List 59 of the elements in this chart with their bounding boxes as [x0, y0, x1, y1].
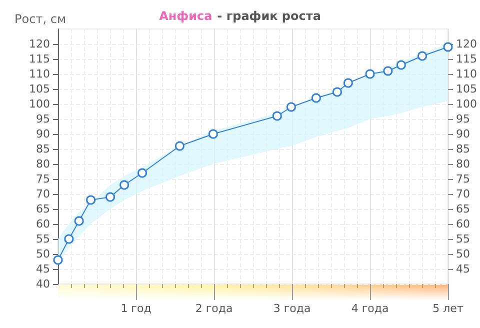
y-tick-label: 40: [36, 278, 50, 290]
point: [396, 60, 406, 70]
y2-tick-label: 65: [456, 202, 470, 216]
point: [286, 102, 296, 112]
y2-tick-label: 45: [456, 262, 470, 276]
y-tick-label: 120: [29, 38, 50, 50]
y-tick-label: 60: [36, 218, 50, 230]
point: [365, 69, 375, 79]
y-tick-label: 50: [36, 248, 50, 260]
y-axis-title: Рост, см: [14, 12, 66, 26]
y2-tick-label: 70: [456, 188, 470, 200]
x-tick-label: 1 год: [120, 302, 152, 315]
point: [53, 255, 63, 265]
x-tick-label: 4 года: [351, 302, 389, 315]
y-tick-label: 105: [29, 82, 50, 96]
y2-tick-label: 80: [456, 158, 470, 170]
point: [174, 141, 184, 151]
y-tick-label: 95: [36, 112, 50, 126]
y2-tick-label: 105: [456, 82, 477, 96]
y2-tick-label: 85: [456, 142, 470, 156]
y2-tick-label: 50: [456, 248, 470, 260]
y-tick-label: 65: [36, 202, 50, 216]
y2-tick-label: 100: [456, 98, 477, 110]
y-tick-label: 90: [36, 128, 50, 140]
x-tick-label: 3 года: [273, 302, 311, 315]
y2-tick-label: 95: [456, 112, 470, 126]
point: [138, 168, 147, 178]
y-tick-label: 85: [36, 142, 50, 156]
point: [418, 51, 428, 61]
point: [332, 87, 342, 97]
y-tick-label: 70: [36, 188, 50, 200]
point: [311, 93, 321, 103]
y2-tick-label: 110: [456, 68, 477, 80]
y-tick-label: 80: [36, 158, 50, 170]
point: [343, 78, 353, 88]
y-tick-label: 55: [36, 232, 50, 246]
y2-tick-label: 120: [456, 38, 477, 50]
point: [272, 111, 282, 121]
y2-tick-label: 60: [456, 218, 470, 230]
point: [443, 42, 453, 52]
y-tick-label: 100: [29, 98, 50, 110]
point: [383, 66, 393, 76]
y-tick-label: 115: [29, 52, 50, 66]
y-tick-label: 75: [36, 172, 50, 186]
y2-tick-label: 90: [456, 128, 470, 140]
point: [64, 234, 74, 244]
y2-tick-label: 75: [456, 172, 470, 186]
point: [208, 129, 218, 139]
chart-title: Анфиса - график роста: [159, 9, 321, 23]
y-tick-label: 110: [29, 68, 50, 80]
y2-tick-label: 55: [456, 232, 470, 246]
x-tick-label: 2 года: [195, 302, 233, 315]
point: [74, 216, 84, 226]
x-tick-label: 5 лет: [432, 302, 464, 315]
point: [106, 192, 116, 202]
y2-tick-label: 115: [456, 52, 477, 66]
y-tick-label: 45: [36, 262, 50, 276]
point: [86, 195, 96, 205]
point: [120, 180, 130, 190]
